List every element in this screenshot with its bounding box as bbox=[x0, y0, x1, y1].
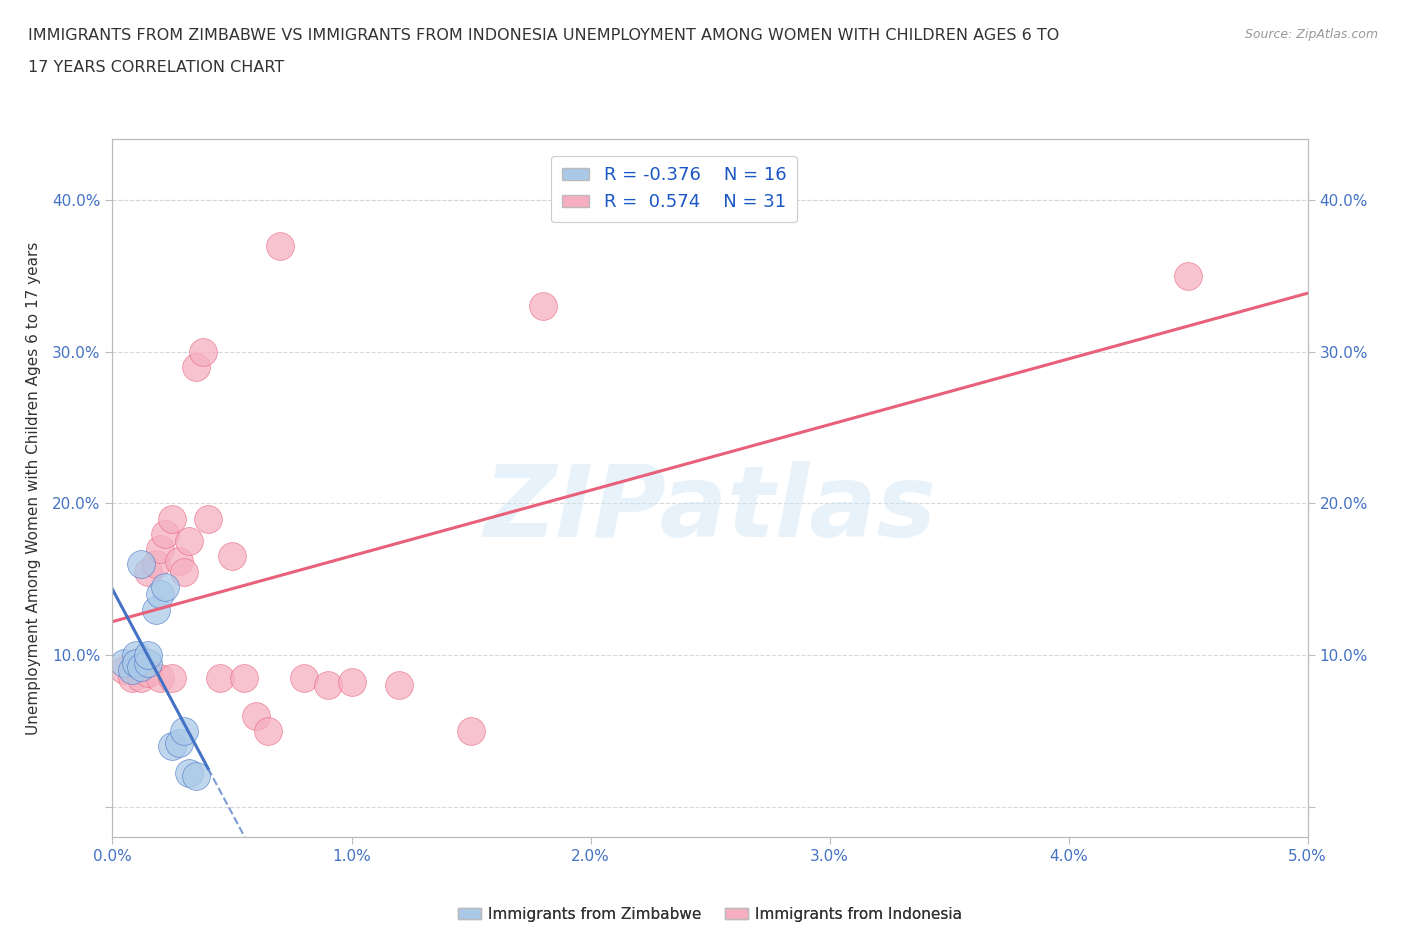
Text: ZIPatlas: ZIPatlas bbox=[484, 460, 936, 558]
Y-axis label: Unemployment Among Women with Children Ages 6 to 17 years: Unemployment Among Women with Children A… bbox=[27, 242, 41, 735]
Text: 17 YEARS CORRELATION CHART: 17 YEARS CORRELATION CHART bbox=[28, 60, 284, 75]
Point bbox=[177, 534, 200, 549]
Point bbox=[114, 656, 135, 671]
Point bbox=[531, 299, 554, 313]
Point bbox=[162, 738, 183, 753]
Point bbox=[340, 675, 363, 690]
Text: IMMIGRANTS FROM ZIMBABWE VS IMMIGRANTS FROM INDONESIA UNEMPLOYMENT AMONG WOMEN W: IMMIGRANTS FROM ZIMBABWE VS IMMIGRANTS F… bbox=[28, 28, 1059, 43]
Point bbox=[169, 736, 191, 751]
Point bbox=[388, 678, 411, 693]
Point bbox=[121, 663, 143, 678]
Point bbox=[208, 671, 231, 685]
Point bbox=[197, 512, 219, 526]
Point bbox=[138, 565, 160, 579]
Point bbox=[138, 656, 160, 671]
Point bbox=[149, 587, 172, 602]
Point bbox=[173, 565, 195, 579]
Point bbox=[145, 557, 167, 572]
Point bbox=[186, 769, 208, 784]
Point bbox=[129, 557, 152, 572]
Point bbox=[125, 647, 148, 662]
Point bbox=[193, 344, 215, 359]
Point bbox=[145, 602, 167, 617]
Point bbox=[1177, 269, 1199, 284]
Legend: Immigrants from Zimbabwe, Immigrants from Indonesia: Immigrants from Zimbabwe, Immigrants fro… bbox=[451, 900, 969, 927]
Point bbox=[162, 512, 183, 526]
Point bbox=[232, 671, 256, 685]
Point bbox=[138, 647, 160, 662]
Point bbox=[292, 671, 315, 685]
Point bbox=[153, 579, 176, 594]
Point bbox=[153, 526, 176, 541]
Point bbox=[129, 671, 152, 685]
Point bbox=[177, 766, 200, 781]
Point bbox=[138, 666, 160, 681]
Point bbox=[169, 553, 191, 568]
Point bbox=[186, 360, 208, 375]
Point bbox=[121, 671, 143, 685]
Point bbox=[125, 656, 148, 671]
Point bbox=[316, 678, 339, 693]
Point bbox=[162, 671, 183, 685]
Point bbox=[460, 724, 482, 738]
Point bbox=[173, 724, 195, 738]
Point bbox=[245, 709, 267, 724]
Point bbox=[149, 671, 172, 685]
Point bbox=[114, 663, 135, 678]
Point bbox=[269, 238, 291, 253]
Point bbox=[257, 724, 280, 738]
Point bbox=[149, 541, 172, 556]
Point bbox=[221, 549, 243, 564]
Text: Source: ZipAtlas.com: Source: ZipAtlas.com bbox=[1244, 28, 1378, 41]
Point bbox=[129, 659, 152, 674]
Point bbox=[125, 656, 148, 671]
